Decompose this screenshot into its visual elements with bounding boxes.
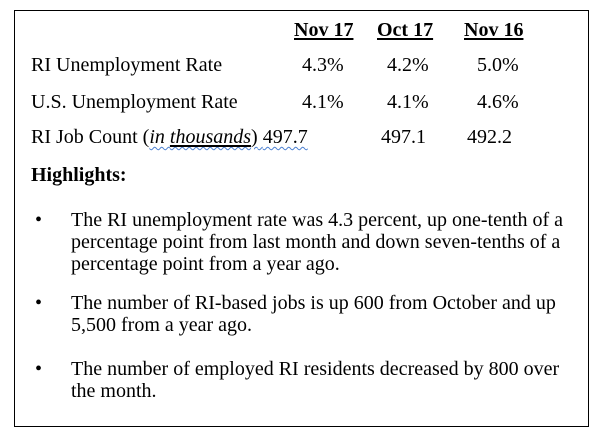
highlights-heading: Highlights: — [31, 164, 127, 186]
cell-us-unemp-nov16: 4.6% — [477, 91, 519, 113]
row-label-ri-unemployment: RI Unemployment Rate — [31, 54, 223, 76]
cell-job-count-nov16: 492.2 — [467, 126, 512, 148]
cell-ri-unemp-nov17: 4.3% — [302, 54, 344, 76]
job-count-prefix: RI Job Count ( — [31, 126, 150, 148]
job-count-in: in — [149, 126, 170, 148]
bullet-icon: • — [35, 209, 43, 231]
cell-us-unemp-nov17: 4.1% — [302, 91, 344, 113]
job-count-suffix: ) — [251, 126, 258, 148]
job-count-thousands: thousands — [169, 126, 252, 148]
col-header-nov16: Nov 16 — [464, 19, 524, 41]
cell-us-unemp-oct17: 4.1% — [387, 91, 429, 113]
stats-box: Nov 17 Oct 17 Nov 16 RI Unemployment Rat… — [14, 10, 589, 427]
cell-job-count-oct17: 497.1 — [381, 126, 426, 148]
bullet-icon: • — [35, 358, 43, 380]
highlight-text-2: The number of RI-based jobs is up 600 fr… — [71, 292, 556, 336]
cell-ri-unemp-oct17: 4.2% — [387, 54, 429, 76]
col-header-nov17: Nov 17 — [294, 19, 354, 41]
bullet-icon: • — [35, 292, 43, 314]
cell-ri-unemp-nov16: 5.0% — [477, 54, 519, 76]
col-header-oct17: Oct 17 — [377, 19, 434, 41]
cell-job-count-nov17: 497.7 — [262, 126, 308, 148]
row-label-us-unemployment: U.S. Unemployment Rate — [31, 91, 238, 113]
highlight-text-3: The number of employed RI residents decr… — [71, 358, 560, 402]
job-count-units: in thousands) 497.7 — [149, 126, 307, 148]
highlight-text-1: The RI unemployment rate was 4.3 percent… — [71, 209, 564, 275]
row-label-ri-job-count: RI Job Count (in thousands) 497.7 — [31, 126, 308, 148]
